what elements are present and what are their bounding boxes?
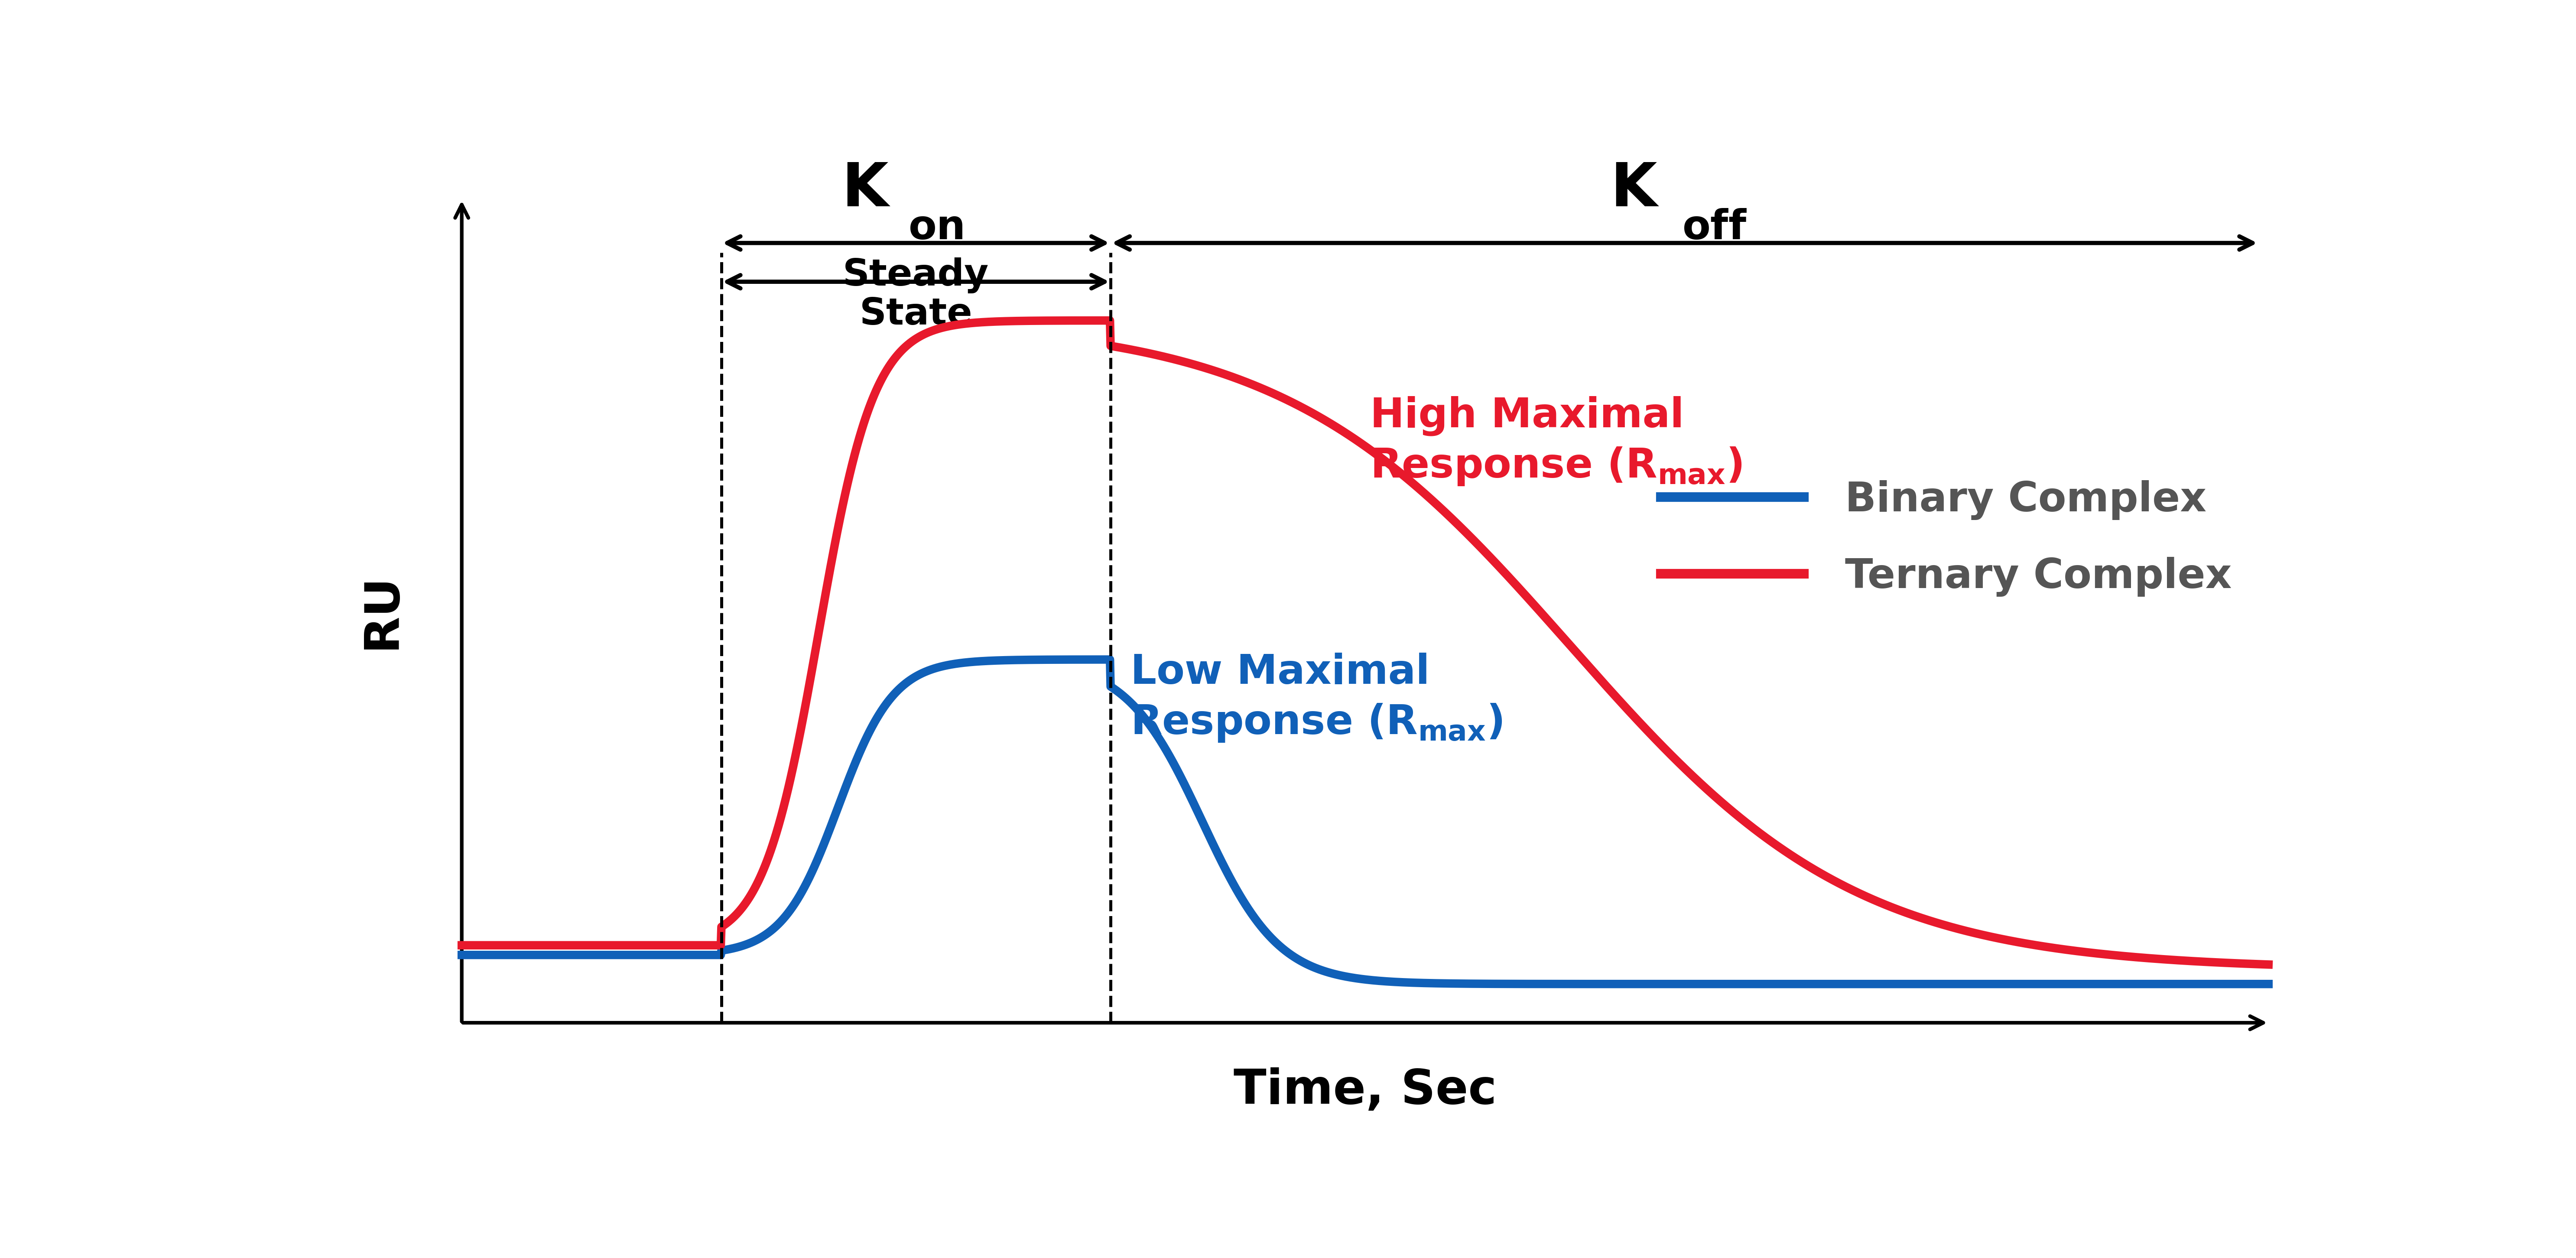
- Legend: Binary Complex, Ternary Complex: Binary Complex, Ternary Complex: [1643, 464, 2249, 613]
- Text: $\mathbf{on}$: $\mathbf{on}$: [909, 208, 963, 248]
- Text: $\mathbf{K}$: $\mathbf{K}$: [1610, 160, 1659, 219]
- Text: RU: RU: [358, 572, 404, 649]
- Text: Low Maximal
Response (R$_\mathbf{max}$): Low Maximal Response (R$_\mathbf{max}$): [1131, 653, 1502, 743]
- Text: Time, Sec: Time, Sec: [1234, 1067, 1497, 1113]
- Text: High Maximal
Response (R$_\mathbf{max}$): High Maximal Response (R$_\mathbf{max}$): [1370, 396, 1741, 487]
- Text: Steady
State: Steady State: [842, 258, 989, 332]
- Text: $\mathbf{K}$: $\mathbf{K}$: [842, 160, 891, 219]
- Text: $\mathbf{off}$: $\mathbf{off}$: [1682, 208, 1747, 248]
